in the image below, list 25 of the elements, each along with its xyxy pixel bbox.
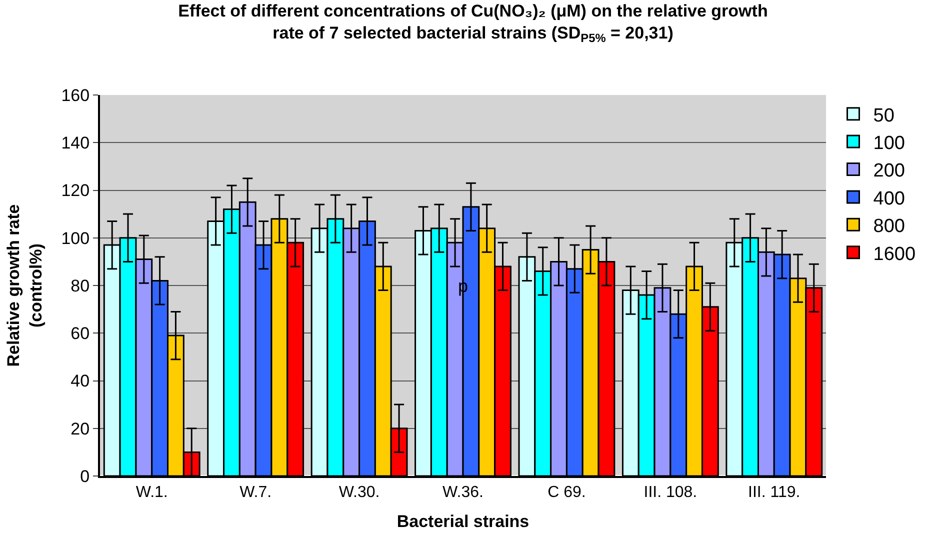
legend-label: 200 <box>873 160 905 182</box>
y-tick-label: 80 <box>70 276 90 296</box>
legend-label: 400 <box>873 188 905 210</box>
y-tick-label: 100 <box>61 228 90 248</box>
x-tick-label: W.30. <box>338 484 380 502</box>
y-axis-title: Relative growth rate (control%) <box>4 204 46 367</box>
y-tick-label: 40 <box>70 372 90 391</box>
chart-title: Effect of different concentrations of Cu(NO₃)₂ (μM) on the relative growth rate of 7 selected bacterial strains (SD$_{P5%}$ = 20,31) <box>178 1 768 46</box>
y-tick-label: 120 <box>61 181 90 200</box>
legend-label: 800 <box>873 216 905 238</box>
x-tick-label: W.36. <box>442 484 484 502</box>
y-tick-label: 20 <box>70 419 90 438</box>
legend-label: 50 <box>873 105 894 126</box>
y-tick-label: 140 <box>61 134 90 153</box>
x-axis-title: Bacterial strains <box>396 512 530 532</box>
x-tick-label: III. 119. <box>748 484 800 502</box>
y-tick-label: 0 <box>80 466 90 486</box>
x-tick-label: W.1. <box>136 484 168 502</box>
x-tick-label: C 69. <box>548 484 586 502</box>
x-tick-label: III. 108. <box>644 484 698 502</box>
x-tick-label: W.7. <box>240 484 272 502</box>
legend-label: 100 <box>873 132 905 154</box>
y-tick-label: 60 <box>70 324 90 344</box>
legend-label: 1600 <box>873 244 916 265</box>
y-tick-label: 160 <box>61 86 90 105</box>
